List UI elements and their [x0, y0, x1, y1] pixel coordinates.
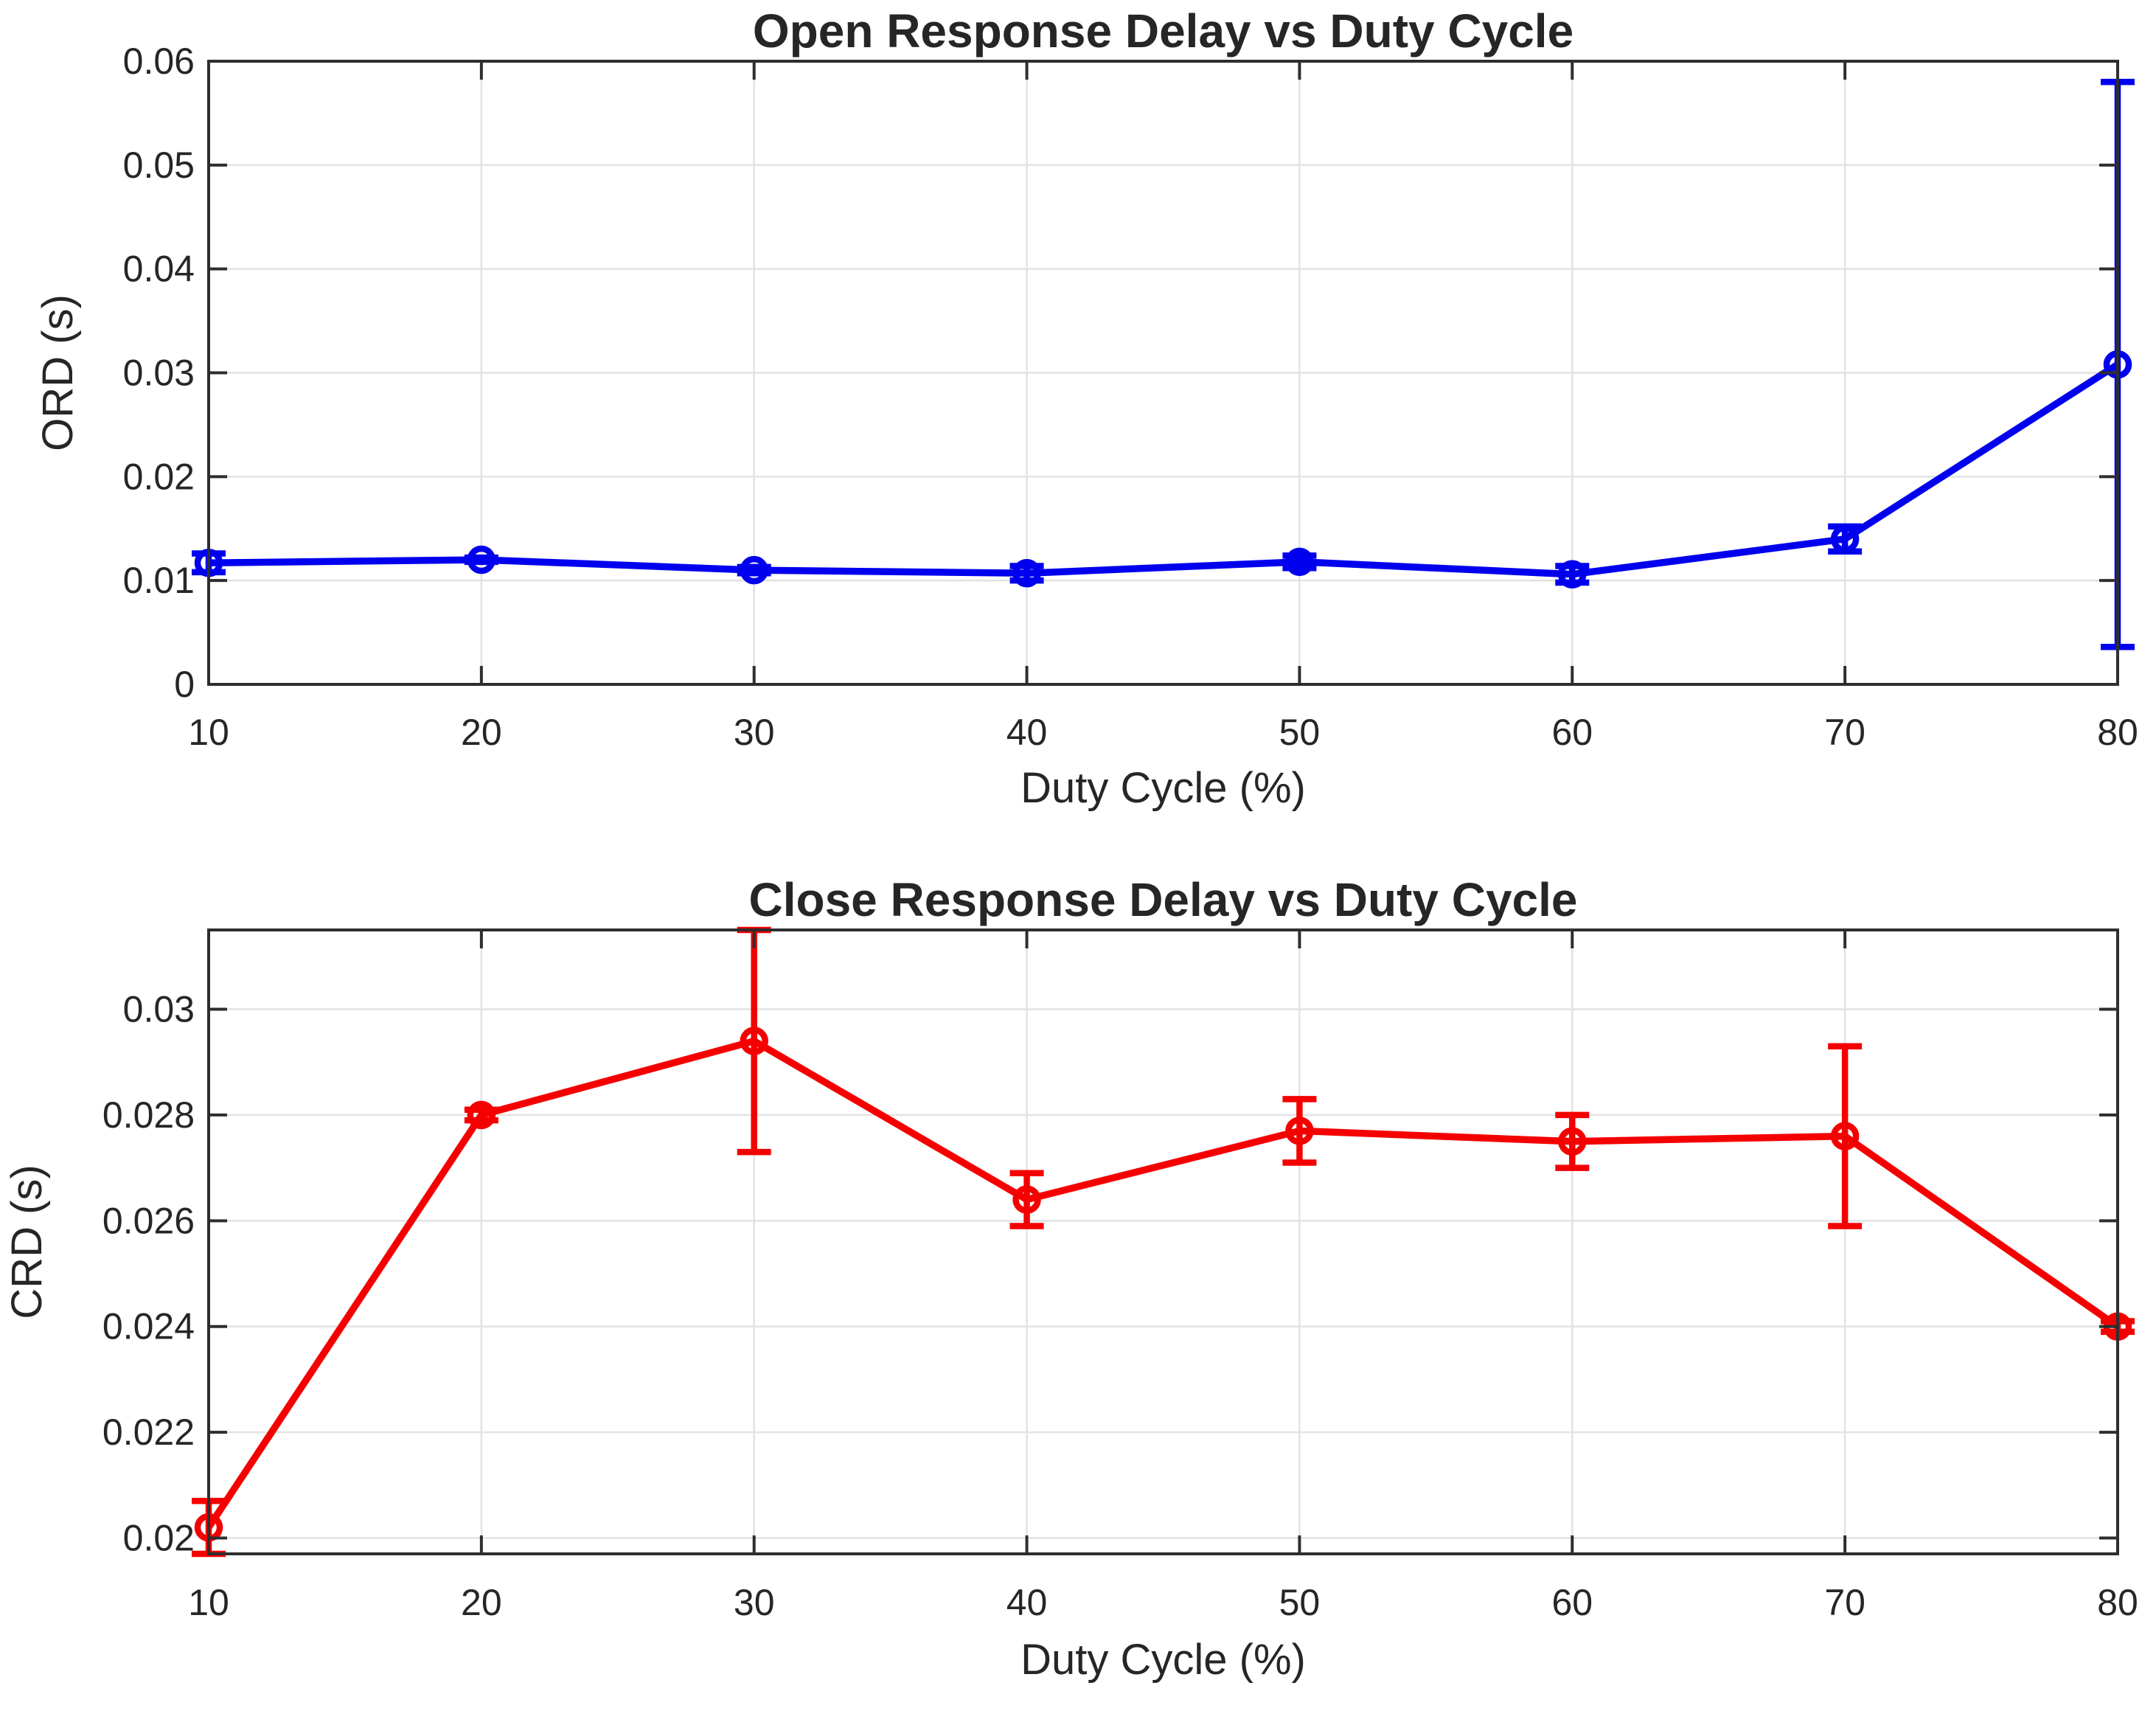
gridlines-layer — [207, 60, 2119, 686]
axes-layer — [207, 928, 2119, 1555]
x-tick-label: 40 — [1006, 1582, 1048, 1623]
data-point-marker — [1830, 1122, 1860, 1150]
data-line — [208, 361, 2120, 578]
x-tick-label: 30 — [734, 712, 775, 753]
x-tick-label: 60 — [1551, 1582, 1593, 1623]
x-tick-label: 80 — [2097, 712, 2138, 753]
data-point-marker — [1558, 1127, 1587, 1156]
x-tick-label: 50 — [1279, 1582, 1321, 1623]
gridlines-layer — [207, 930, 2119, 1554]
ord-vs-duty-cycle-chart: 10 20 30 40 50 60 70 80 0 0.01 0.02 0.03 0.04 0.05 0.0… — [34, 4, 2138, 812]
data-line — [206, 1037, 2120, 1530]
data-point-marker — [1830, 524, 1860, 554]
data-point-marker — [1012, 1185, 1041, 1214]
y-tick-label: 0.03 — [123, 353, 195, 394]
tick-labels-layer: 10 20 30 40 50 60 70 80 0.02 0.022 0.024 0.026 0.028… — [102, 989, 2138, 1623]
x-tick-label: 30 — [734, 1582, 775, 1623]
data-point-marker — [1558, 560, 1587, 589]
errorbar-series-layer — [192, 926, 2135, 1558]
x-axis-label: Duty Cycle (%) — [1020, 764, 1306, 812]
y-axis-label: ORD (s) — [34, 294, 82, 451]
x-tick-label: 20 — [461, 712, 502, 753]
y-tick-label: 0.05 — [123, 145, 195, 186]
y-tick-label: 0.026 — [102, 1200, 195, 1241]
data-point-marker — [467, 1100, 496, 1130]
x-tick-label: 10 — [188, 1582, 229, 1623]
chart-title: Open Response Delay vs Duty Cycle — [753, 4, 1573, 58]
plot-box — [207, 928, 2119, 1555]
x-tick-label: 80 — [2097, 1582, 2138, 1623]
axes-layer — [207, 60, 2119, 686]
data-point-marker — [740, 1027, 768, 1055]
chart-title: Close Response Delay vs Duty Cycle — [748, 873, 1577, 926]
x-tick-label: 70 — [1824, 1582, 1865, 1623]
y-tick-label: 0.024 — [102, 1306, 195, 1347]
crd-vs-duty-cycle-chart: 10 20 30 40 50 60 70 80 0.02 0.022 0.024 0.026 0.028… — [3, 873, 2138, 1684]
y-tick-label: 0.01 — [123, 560, 195, 601]
y-tick-label: 0.028 — [102, 1094, 195, 1136]
data-point-marker — [1285, 547, 1314, 577]
y-axis-label: CRD (s) — [3, 1164, 51, 1319]
tick-labels-layer: 10 20 30 40 50 60 70 80 0 0.01 0.02 0.03 0.04 0.05 0.0… — [123, 41, 2138, 753]
y-tick-label: 0.03 — [123, 989, 195, 1030]
data-point-marker — [1012, 559, 1041, 588]
y-tick-label: 0.02 — [123, 456, 195, 497]
x-tick-label: 70 — [1824, 712, 1865, 753]
x-tick-label: 40 — [1006, 712, 1048, 753]
data-point-marker — [740, 555, 768, 585]
data-point-marker — [1285, 1117, 1314, 1145]
y-tick-label: 0.06 — [123, 41, 195, 82]
x-tick-label: 20 — [461, 1582, 502, 1623]
y-tick-label: 0.04 — [123, 249, 195, 290]
x-tick-label: 10 — [188, 712, 229, 753]
y-tick-label: 0.022 — [102, 1412, 195, 1453]
errorbar-series-layer — [192, 78, 2135, 650]
x-axis-label: Duty Cycle (%) — [1020, 1636, 1306, 1684]
y-tick-label: 0 — [174, 664, 195, 705]
x-tick-label: 60 — [1551, 712, 1593, 753]
y-tick-label: 0.02 — [123, 1517, 195, 1558]
x-tick-label: 50 — [1279, 712, 1321, 753]
data-point-marker — [467, 545, 496, 574]
